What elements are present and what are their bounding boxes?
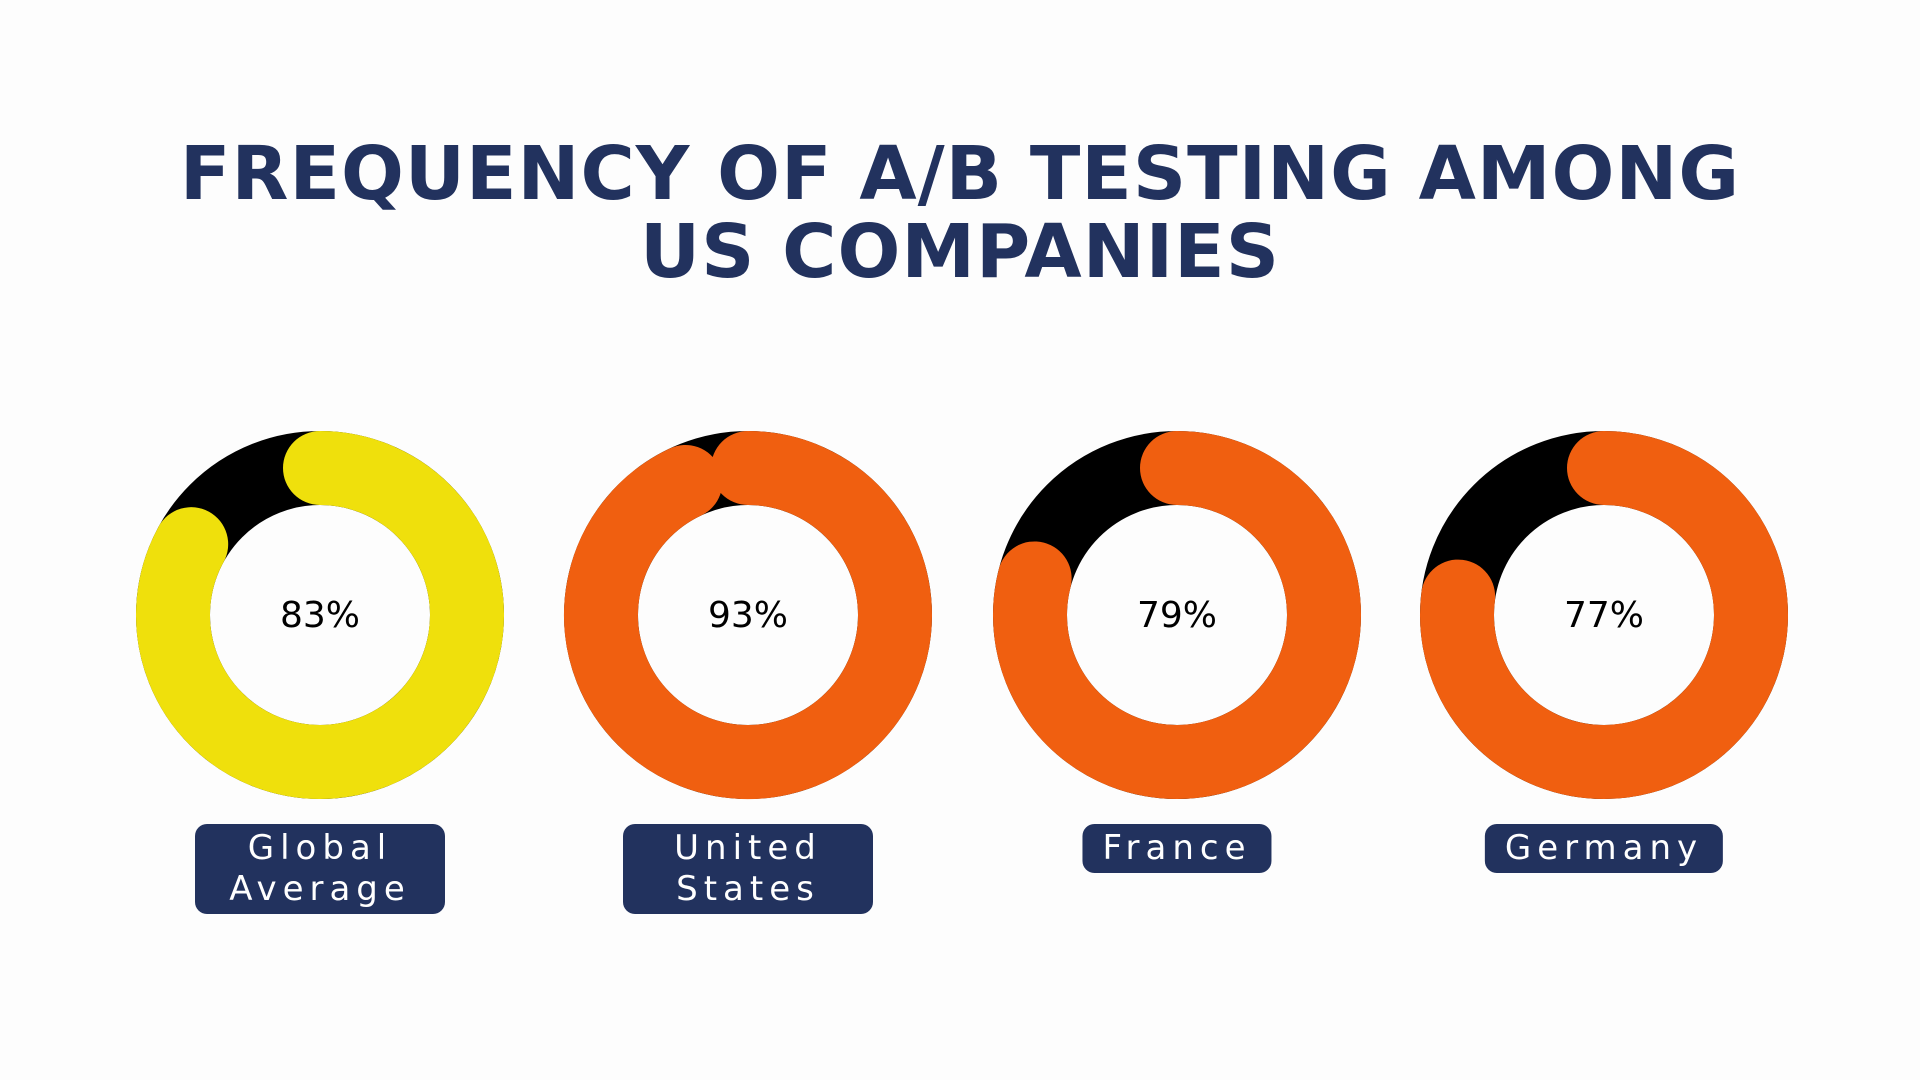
- donut-arc: [136, 431, 504, 799]
- category-label: France: [1082, 824, 1272, 873]
- donut-arc: [1420, 431, 1788, 799]
- category-label: Global Average: [195, 824, 445, 914]
- value-label: 93%: [708, 595, 788, 636]
- donut-arc: [564, 431, 932, 799]
- value-label: 83%: [280, 595, 360, 636]
- donut-arc: [993, 431, 1361, 799]
- value-label: 77%: [1564, 595, 1644, 636]
- category-label: United States: [623, 824, 873, 914]
- chart-title: FREQUENCY OF A/B TESTING AMONG US COMPAN…: [179, 131, 1741, 295]
- category-label: Germany: [1484, 824, 1724, 873]
- value-label: 79%: [1137, 595, 1217, 636]
